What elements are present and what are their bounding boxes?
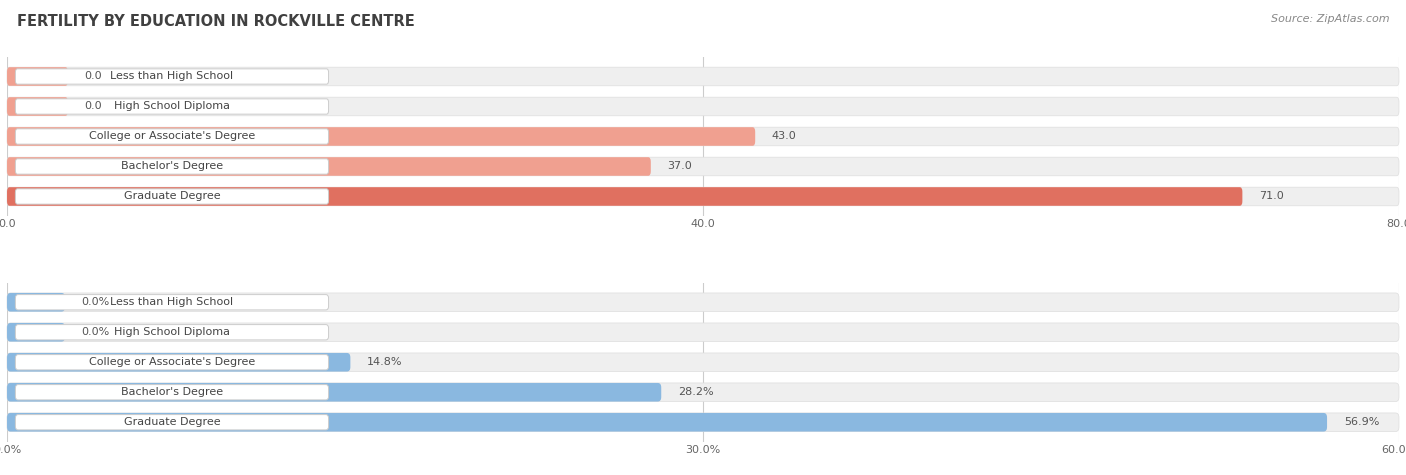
Text: Less than High School: Less than High School [111,72,233,82]
FancyBboxPatch shape [7,383,1399,401]
FancyBboxPatch shape [7,187,1243,206]
FancyBboxPatch shape [7,127,1399,146]
Text: Source: ZipAtlas.com: Source: ZipAtlas.com [1271,14,1389,24]
Text: College or Associate's Degree: College or Associate's Degree [89,132,254,142]
Text: High School Diploma: High School Diploma [114,327,231,337]
FancyBboxPatch shape [7,383,661,401]
Text: 43.0: 43.0 [772,132,797,142]
FancyBboxPatch shape [7,323,1399,342]
FancyBboxPatch shape [7,413,1399,432]
Text: FERTILITY BY EDUCATION IN ROCKVILLE CENTRE: FERTILITY BY EDUCATION IN ROCKVILLE CENT… [17,14,415,29]
FancyBboxPatch shape [15,189,329,204]
FancyBboxPatch shape [7,293,1399,312]
Text: High School Diploma: High School Diploma [114,102,231,112]
FancyBboxPatch shape [15,69,329,84]
FancyBboxPatch shape [15,385,329,400]
FancyBboxPatch shape [15,129,329,144]
Text: 0.0%: 0.0% [82,327,110,337]
FancyBboxPatch shape [7,157,651,176]
FancyBboxPatch shape [7,97,67,116]
FancyBboxPatch shape [7,67,67,86]
Text: Graduate Degree: Graduate Degree [124,191,221,201]
FancyBboxPatch shape [7,413,1327,432]
FancyBboxPatch shape [15,415,329,430]
FancyBboxPatch shape [7,187,1399,206]
FancyBboxPatch shape [7,97,1399,116]
Text: Bachelor's Degree: Bachelor's Degree [121,387,224,397]
FancyBboxPatch shape [7,157,1399,176]
FancyBboxPatch shape [7,323,65,342]
Text: 0.0: 0.0 [84,72,103,82]
FancyBboxPatch shape [7,67,1399,86]
Text: 28.2%: 28.2% [678,387,714,397]
FancyBboxPatch shape [7,353,1399,371]
Text: 56.9%: 56.9% [1344,417,1379,427]
FancyBboxPatch shape [15,324,329,340]
FancyBboxPatch shape [15,99,329,114]
FancyBboxPatch shape [15,294,329,310]
FancyBboxPatch shape [15,355,329,370]
Text: 71.0: 71.0 [1260,191,1284,201]
Text: Less than High School: Less than High School [111,297,233,307]
FancyBboxPatch shape [7,127,755,146]
FancyBboxPatch shape [7,353,350,371]
FancyBboxPatch shape [7,293,65,312]
Text: 0.0: 0.0 [84,102,103,112]
Text: 0.0%: 0.0% [82,297,110,307]
Text: Bachelor's Degree: Bachelor's Degree [121,162,224,171]
Text: 14.8%: 14.8% [367,357,402,367]
Text: College or Associate's Degree: College or Associate's Degree [89,357,254,367]
FancyBboxPatch shape [15,159,329,174]
Text: Graduate Degree: Graduate Degree [124,417,221,427]
Text: 37.0: 37.0 [668,162,692,171]
